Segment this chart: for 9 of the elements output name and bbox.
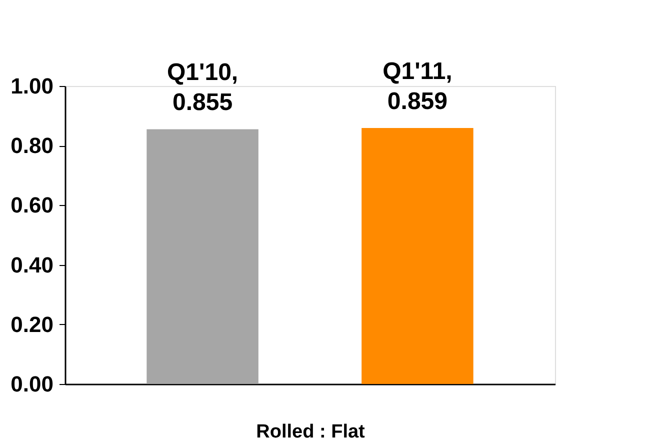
data-label: Q1'10, 0.855 [166, 59, 238, 116]
y-tick-label: 0.00 [10, 372, 54, 396]
y-tick-label: 0.60 [10, 192, 54, 218]
y-tick-label: 0.20 [10, 312, 54, 337]
data-label: Q1'11, 0.859 [382, 58, 452, 116]
x-axis-title: Rolled : Flat [256, 422, 366, 442]
y-tick-label: 0.40 [10, 252, 54, 278]
y-tick-label: 1.00 [10, 74, 54, 98]
y-tick-label: 0.80 [10, 133, 54, 158]
